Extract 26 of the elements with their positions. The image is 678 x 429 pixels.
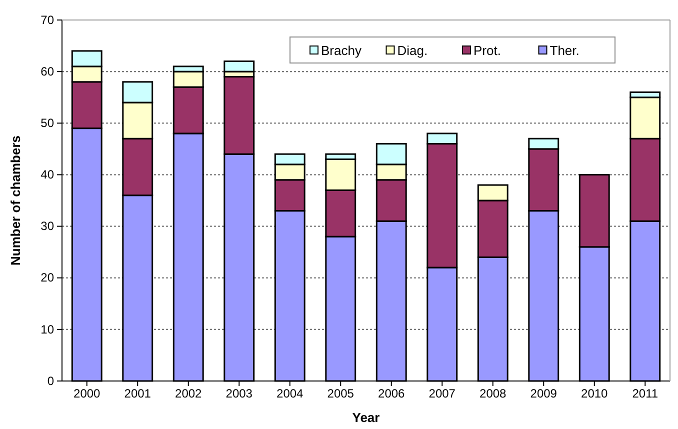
y-tick-label: 0 [47,374,54,388]
x-tick-label: 2009 [530,386,558,401]
x-tick-label: 2010 [581,386,608,401]
x-tick-label: 2004 [276,386,304,401]
y-tick-label: 60 [40,64,54,78]
y-tick-label: 20 [40,270,54,285]
x-tick-label: 2011 [632,386,658,401]
y-tick-label: 50 [40,116,54,130]
x-tick-label: 2002 [175,386,202,401]
x-tick-label: 2007 [428,386,456,401]
legend-label: Diag. [397,43,428,58]
x-tick-label: 2003 [226,386,253,401]
legend-label: Ther. [550,43,580,58]
y-axis-title: Number of chambers [8,135,23,266]
y-tick-label: 40 [40,168,54,182]
x-tick-label: 2006 [378,386,406,401]
x-axis-title: Year [352,410,380,425]
legend-label: Prot. [474,43,501,58]
x-tick-label: 2001 [124,386,152,401]
y-tick-label: 30 [40,219,54,234]
x-tick-label: 2008 [480,386,507,401]
x-tick-label: 2000 [74,386,101,401]
x-tick-label: 2005 [327,386,354,401]
y-tick-label: 70 [40,12,54,27]
legend-label: Brachy [321,43,362,58]
y-tick-label: 10 [40,322,54,336]
